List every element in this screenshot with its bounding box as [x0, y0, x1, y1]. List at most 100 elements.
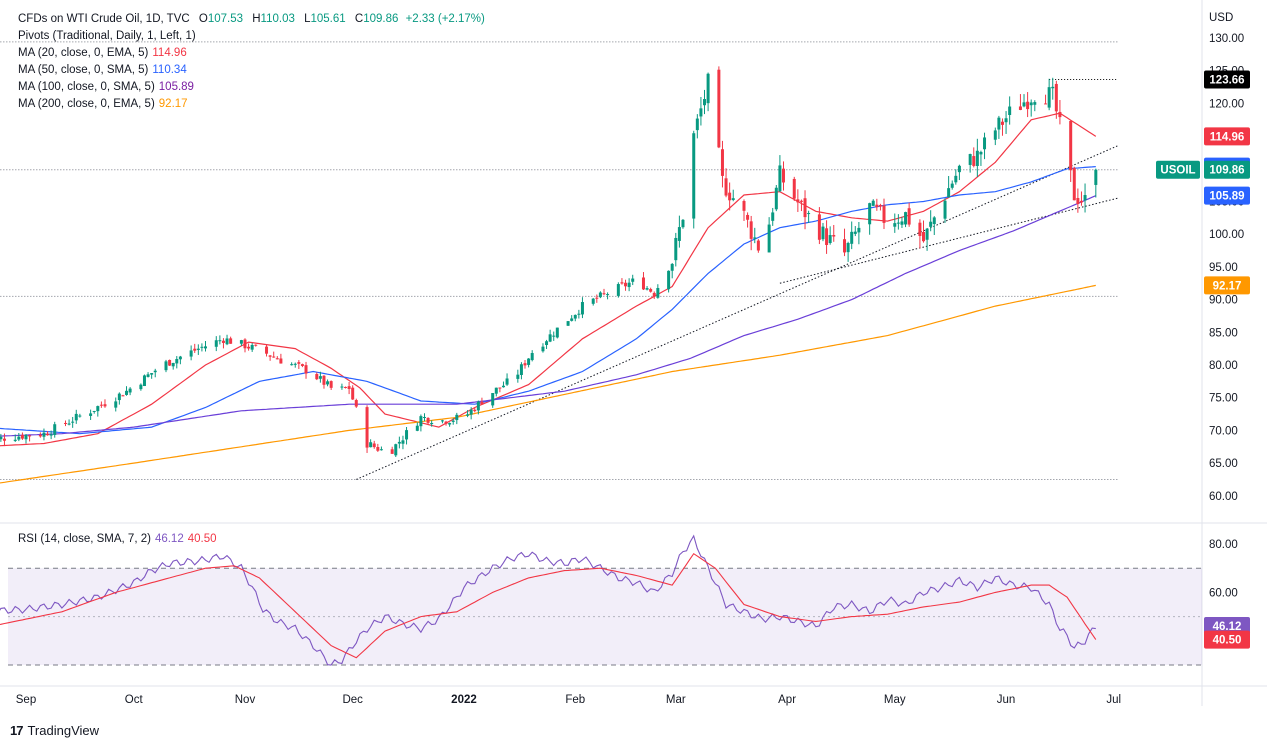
- candle-body: [968, 154, 972, 165]
- rsi-line: [0, 534, 1096, 666]
- candle-body: [20, 434, 24, 439]
- rsi-legend[interactable]: RSI (14, close, SMA, 7, 2) 46.12 40.50: [18, 531, 217, 547]
- price-tag-text: 92.17: [1213, 280, 1242, 292]
- y-tick-label: 65.00: [1209, 458, 1238, 470]
- candle-body: [315, 374, 319, 380]
- candle-body: [354, 400, 358, 407]
- indicator-value: 114.96: [152, 47, 187, 59]
- candle-body: [476, 401, 480, 411]
- candle-body: [344, 386, 348, 388]
- candle-body: [491, 393, 495, 406]
- y-tick-label: 80.00: [1209, 360, 1238, 372]
- candle-body: [667, 270, 671, 290]
- x-tick-label: Sep: [16, 694, 36, 706]
- close-label: C: [354, 13, 364, 25]
- candle-body: [570, 318, 574, 321]
- candle-body: [753, 237, 757, 239]
- candlesticks[interactable]: [0, 66, 1098, 458]
- candle-body: [415, 425, 419, 431]
- candle-body: [164, 361, 168, 371]
- candle-body: [13, 439, 17, 441]
- candle-body: [444, 421, 448, 424]
- indicator-ema20[interactable]: MA (20, close, 0, EMA, 5) 114.96: [18, 45, 187, 61]
- rsi-panel: [8, 567, 1202, 666]
- candle-body: [904, 212, 908, 225]
- rsi-ma-value: 40.50: [187, 533, 217, 545]
- candle-body: [954, 175, 958, 183]
- candle-body: [1033, 102, 1037, 105]
- candle-body: [142, 375, 146, 387]
- candle-body: [893, 223, 897, 227]
- candle-body: [972, 156, 976, 166]
- candle-body: [89, 413, 93, 416]
- x-tick-label: Jun: [997, 694, 1016, 706]
- ohlc-legend: CFDs on WTI Crude Oil, 1D, TVC O107.53 H…: [18, 11, 485, 27]
- candle-body: [616, 284, 620, 296]
- candle-body: [369, 442, 373, 448]
- candle-body: [724, 178, 728, 196]
- symbol-title[interactable]: CFDs on WTI Crude Oil, 1D, TVC: [18, 13, 190, 25]
- candle-body: [918, 222, 922, 237]
- candle-body: [401, 440, 405, 444]
- candle-body: [580, 302, 584, 315]
- candle-body: [53, 424, 57, 435]
- indicator-label: MA (20, close, 0, EMA, 5): [18, 47, 149, 59]
- price-tags: 123.66114.96110.34109.86USOIL105.8992.17…: [1156, 70, 1250, 649]
- candle-body: [268, 355, 272, 357]
- candle-body: [947, 188, 951, 198]
- candle-body: [882, 205, 886, 223]
- candle-body: [929, 221, 933, 227]
- y-tick-label: 100.00: [1209, 229, 1244, 241]
- candle-body: [279, 358, 283, 364]
- price-tag: [1204, 186, 1250, 205]
- candle-body: [297, 362, 301, 364]
- candle-body: [1079, 200, 1083, 203]
- candle-body: [351, 387, 355, 400]
- candle-body: [1054, 83, 1058, 112]
- rsi-ma-line: [0, 552, 1097, 659]
- candle-body: [168, 359, 172, 366]
- close-value: 109.86: [363, 13, 399, 25]
- candle-body: [494, 387, 498, 394]
- candle-body: [720, 149, 724, 176]
- y-tick-label: 85.00: [1209, 327, 1238, 339]
- indicator-ema200[interactable]: MA (200, close, 0, EMA, 5) 92.17: [18, 96, 188, 112]
- candle-body: [843, 239, 847, 253]
- rsi-tick-label: 60.00: [1209, 587, 1238, 599]
- rsi-label: RSI (14, close, SMA, 7, 2): [18, 533, 151, 545]
- tradingview-watermark[interactable]: 17 TradingView: [10, 723, 99, 738]
- candle-body: [146, 374, 150, 377]
- x-tick-label: Mar: [666, 694, 686, 706]
- candle-body: [426, 417, 430, 423]
- candle-body: [254, 344, 258, 346]
- candle-body: [74, 413, 78, 421]
- candle-body: [925, 228, 929, 240]
- candle-body: [821, 226, 825, 240]
- candle-body: [38, 434, 42, 437]
- candle-body: [674, 237, 678, 261]
- high-value: 110.03: [260, 13, 295, 25]
- symbol-tag: [1156, 160, 1200, 179]
- candle-body: [247, 346, 251, 349]
- candle-body: [825, 228, 829, 245]
- candle-body: [979, 151, 983, 155]
- candle-body: [516, 374, 520, 379]
- candle-body: [957, 165, 961, 173]
- candle-body: [272, 356, 276, 358]
- candle-body: [771, 212, 775, 221]
- candle-body: [677, 227, 681, 241]
- candle-body: [153, 370, 157, 373]
- candle-body: [932, 217, 936, 225]
- indicator-pivots[interactable]: Pivots (Traditional, Daily, 1, Left, 1): [18, 28, 196, 44]
- candle-body: [193, 348, 197, 351]
- candle-body: [545, 341, 549, 346]
- candle-body: [200, 346, 204, 348]
- indicator-sma50[interactable]: MA (50, close, 0, SMA, 5) 110.34: [18, 62, 187, 78]
- candle-body: [997, 117, 1001, 130]
- indicator-sma100[interactable]: MA (100, close, 0, SMA, 5) 105.89: [18, 79, 194, 95]
- candle-body: [896, 222, 900, 224]
- price-tag-text: 114.96: [1210, 131, 1245, 143]
- candle-body: [591, 298, 595, 304]
- rsi-tag-text: 46.12: [1213, 621, 1242, 633]
